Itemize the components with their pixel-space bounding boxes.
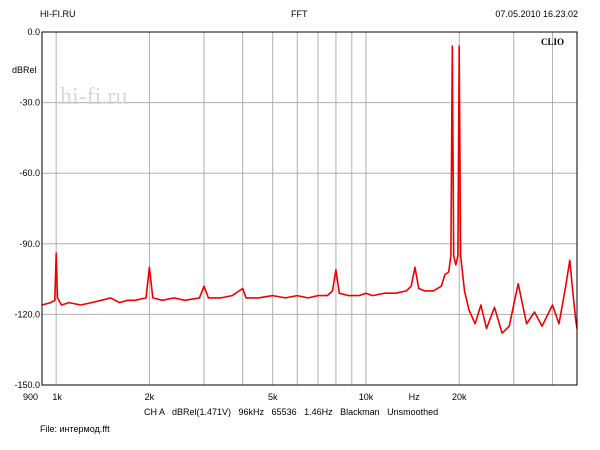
header-site-label: HI-FI.RU — [40, 9, 76, 19]
y-tick-label: -90.0 — [19, 239, 40, 249]
y-axis-unit-label: dBRel — [12, 65, 37, 75]
y-axis-ticks: 0.0 -30.0 -60.0 -90.0 -120.0 -150.0 — [14, 27, 40, 390]
file-name-label: File: интермод.fft — [40, 424, 110, 434]
y-tick-label: -120.0 — [14, 309, 40, 319]
header-mode-label: FFT — [291, 9, 308, 19]
trace-layer — [41, 45, 578, 335]
x-tick-label: Hz — [409, 392, 420, 402]
x-tick-label: 5k — [268, 392, 278, 402]
x-tick-label: 10k — [359, 392, 374, 402]
x-tick-label: 2k — [145, 392, 155, 402]
y-tick-label: -30.0 — [19, 98, 40, 108]
header-timestamp: 07.05.2010 16.23.02 — [495, 9, 578, 19]
plot-frame — [41, 31, 578, 386]
x-tick-label: 1k — [52, 392, 62, 402]
clio-brand-label: CLIO — [541, 37, 564, 47]
y-tick-label: 0.0 — [27, 27, 40, 37]
y-tick-label: -150.0 — [14, 380, 40, 390]
chart-grid — [42, 31, 577, 386]
fft-trace-line — [41, 45, 578, 335]
measurement-settings: CH A dBRel(1.471V) 96kHz 65536 1.46Hz Bl… — [144, 407, 439, 417]
x-tick-label: 900 — [23, 392, 38, 402]
x-axis-ticks: 900 1k 2k 5k 10k Hz 20k — [23, 392, 467, 402]
watermark-logo: hi-fi.ru — [60, 84, 127, 110]
x-tick-label: 20k — [452, 392, 467, 402]
y-tick-label: -60.0 — [19, 168, 40, 178]
